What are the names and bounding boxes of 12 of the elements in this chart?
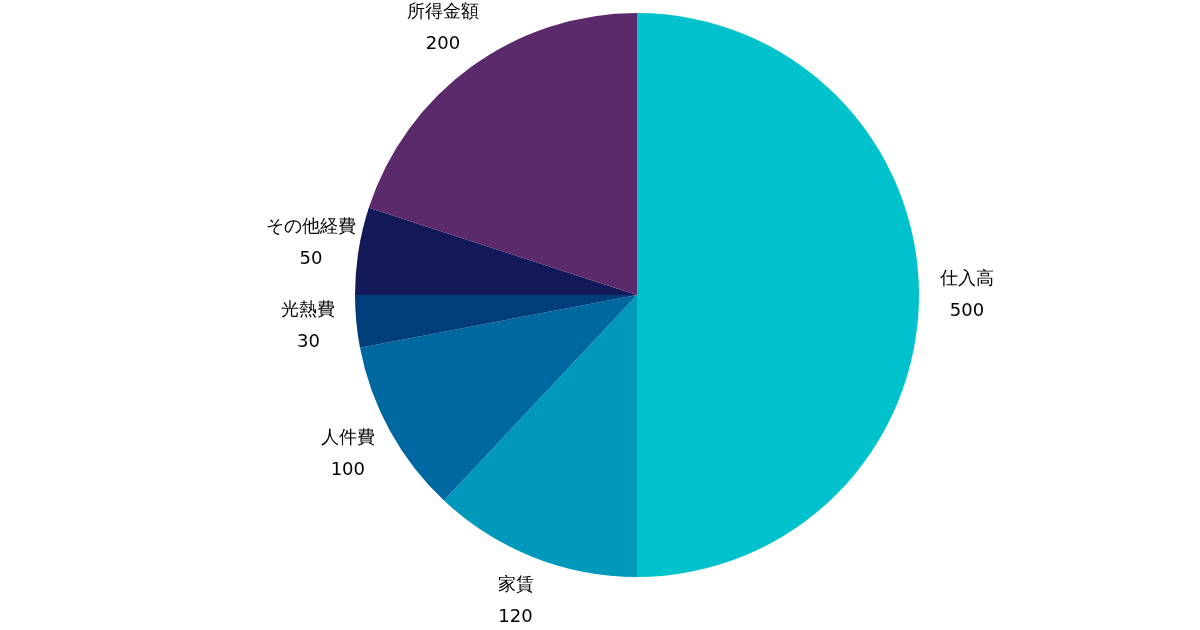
data-label: 200 (425, 31, 461, 53)
slice-label: その他経費 (266, 215, 357, 237)
data-label: 120 (498, 605, 533, 627)
data-label: 30 (297, 329, 320, 351)
data-label: 100 (330, 457, 365, 479)
data-label: 50 (299, 247, 323, 269)
data-label: 500 (949, 298, 985, 320)
slice-label: 光熱費 (281, 297, 336, 319)
slice-label: 家賃 (497, 573, 534, 595)
slice-label: 人件費 (320, 425, 375, 447)
slice-label: 仕入高 (939, 266, 994, 288)
slice-label: 所得金額 (407, 0, 480, 21)
